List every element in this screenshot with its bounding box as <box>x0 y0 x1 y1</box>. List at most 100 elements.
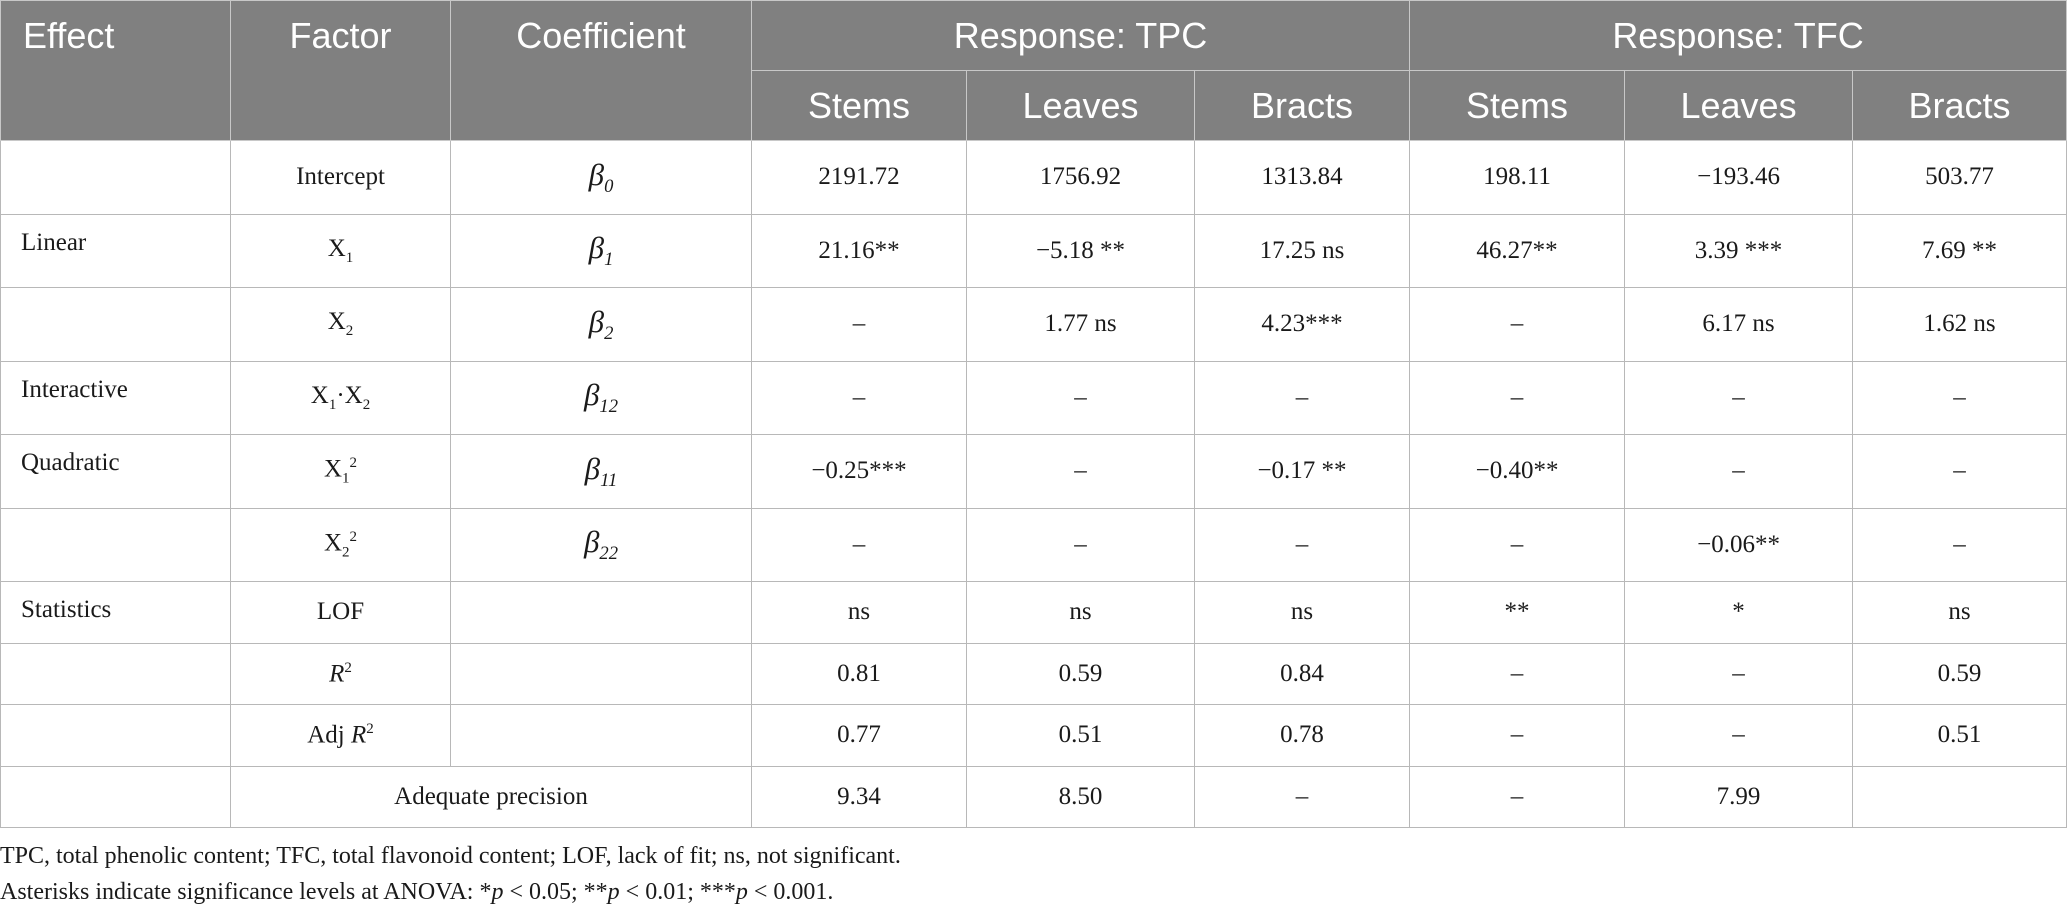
value-cell: – <box>751 287 967 362</box>
effect-cell: Statistics <box>0 581 231 644</box>
value-cell: – <box>1409 765 1626 828</box>
table-row-x1x2: Interactive X1·X2 β12 – – – – – – <box>0 360 2068 435</box>
header-tpc-stems: Stems <box>751 70 967 141</box>
factor-cell: Adequate precision <box>230 765 752 828</box>
value-cell: – <box>1624 642 1854 705</box>
value-cell: −5.18 ** <box>966 213 1195 288</box>
table-row-x2: X2 β2 – 1.77 ns 4.23*** – 6.17 ns 1.62 n… <box>0 287 2068 362</box>
value-cell: 8.50 <box>966 765 1195 828</box>
effect-cell: Linear <box>0 213 231 288</box>
value-cell: – <box>1852 360 2068 435</box>
header-effect: Effect <box>0 0 231 141</box>
value-cell: * <box>1624 581 1854 644</box>
value-cell: 1313.84 <box>1193 140 1411 215</box>
value-cell: 17.25 ns <box>1193 213 1411 288</box>
value-cell: – <box>1409 507 1626 582</box>
value-cell: – <box>1193 360 1411 435</box>
value-cell: 1.62 ns <box>1852 287 2068 362</box>
value-cell: – <box>1624 434 1854 509</box>
header-row-main: Effect Factor Coefficient Response: TPC … <box>0 0 2068 141</box>
value-cell: 7.99 <box>1624 765 1854 828</box>
header-tfc-stems: Stems <box>1409 70 1626 141</box>
value-cell: ns <box>966 581 1195 644</box>
value-cell: – <box>1193 765 1411 828</box>
effect-cell <box>0 287 231 362</box>
value-cell <box>1852 765 2068 828</box>
coefficient-cell <box>450 704 752 767</box>
factor-cell: Adj R2 <box>230 704 451 767</box>
value-cell: 0.51 <box>966 704 1195 767</box>
effect-cell <box>0 507 231 582</box>
factor-cell: X2 <box>230 287 451 362</box>
value-cell: ns <box>751 581 967 644</box>
header-tfc-leaves: Leaves <box>1624 70 1854 141</box>
value-cell: −0.06** <box>1624 507 1854 582</box>
value-cell: 2191.72 <box>751 140 967 215</box>
value-cell: 46.27** <box>1409 213 1626 288</box>
value-cell: 1756.92 <box>966 140 1195 215</box>
value-cell: – <box>1409 642 1626 705</box>
effect-cell <box>0 704 231 767</box>
value-cell: 0.59 <box>966 642 1195 705</box>
value-cell: – <box>1409 287 1626 362</box>
value-cell: 6.17 ns <box>1624 287 1854 362</box>
value-cell: – <box>1409 704 1626 767</box>
coefficient-cell: β11 <box>450 434 752 509</box>
value-cell: ns <box>1193 581 1411 644</box>
footnote-abbreviations: TPC, total phenolic content; TFC, total … <box>0 843 901 869</box>
value-cell: – <box>1624 360 1854 435</box>
coefficient-cell <box>450 581 752 644</box>
header-row-sub: Stems Leaves Bracts Stems Leaves Bracts <box>1 70 2068 141</box>
value-cell: – <box>966 360 1195 435</box>
value-cell: – <box>751 507 967 582</box>
factor-cell: X1 <box>230 213 451 288</box>
value-cell: – <box>1409 360 1626 435</box>
factor-cell: LOF <box>230 581 451 644</box>
table-row-lof: Statistics LOF ns ns ns ** * ns <box>0 581 2068 644</box>
value-cell: 0.59 <box>1852 642 2068 705</box>
coefficient-cell: β1 <box>450 213 752 288</box>
value-cell: −0.25*** <box>751 434 967 509</box>
value-cell: 0.81 <box>751 642 967 705</box>
value-cell: 7.69 ** <box>1852 213 2068 288</box>
factor-cell: Intercept <box>230 140 451 215</box>
value-cell: 503.77 <box>1852 140 2068 215</box>
header-group-tfc: Response: TFC <box>1409 0 2068 71</box>
table-footnotes: TPC, total phenolic content; TFC, total … <box>0 838 901 910</box>
table-row-r-squared: R2 0.81 0.59 0.84 – – 0.59 <box>0 642 2068 705</box>
coefficient-cell: β0 <box>450 140 752 215</box>
value-cell: ns <box>1852 581 2068 644</box>
header-factor: Factor <box>230 0 451 141</box>
table-row-adj-r-squared: Adj R2 0.77 0.51 0.78 – – 0.51 <box>0 704 2068 767</box>
value-cell: 4.23*** <box>1193 287 1411 362</box>
value-cell: −0.17 ** <box>1193 434 1411 509</box>
table-row-adequate-precision: Adequate precision 9.34 8.50 – – 7.99 <box>0 765 2068 828</box>
coefficient-cell: β22 <box>450 507 752 582</box>
value-cell: 198.11 <box>1409 140 1626 215</box>
value-cell: 0.77 <box>751 704 967 767</box>
effect-cell <box>0 140 231 215</box>
table-row-intercept: Intercept β0 2191.72 1756.92 1313.84 198… <box>0 140 2068 215</box>
effect-cell: Quadratic <box>0 434 231 509</box>
factor-cell: R2 <box>230 642 451 705</box>
value-cell: – <box>966 507 1195 582</box>
header-tpc-leaves: Leaves <box>966 70 1195 141</box>
coefficients-table: Effect Factor Coefficient Response: TPC … <box>0 0 2068 828</box>
coefficient-cell <box>450 642 752 705</box>
table-row-x2-squared: X22 β22 – – – – −0.06** – <box>0 507 2068 582</box>
value-cell: – <box>1852 507 2068 582</box>
value-cell: – <box>1624 704 1854 767</box>
coefficient-cell: β2 <box>450 287 752 362</box>
value-cell: −0.40** <box>1409 434 1626 509</box>
value-cell: – <box>751 360 967 435</box>
effect-cell <box>0 765 231 828</box>
factor-cell: X1·X2 <box>230 360 451 435</box>
value-cell: 0.51 <box>1852 704 2068 767</box>
header-tpc-bracts: Bracts <box>1193 70 1411 141</box>
value-cell: 3.39 *** <box>1624 213 1854 288</box>
table-row-x1: Linear X1 β1 21.16** −5.18 ** 17.25 ns 4… <box>0 213 2068 288</box>
effect-cell <box>0 642 231 705</box>
value-cell: – <box>966 434 1195 509</box>
value-cell: ** <box>1409 581 1626 644</box>
value-cell: 0.84 <box>1193 642 1411 705</box>
